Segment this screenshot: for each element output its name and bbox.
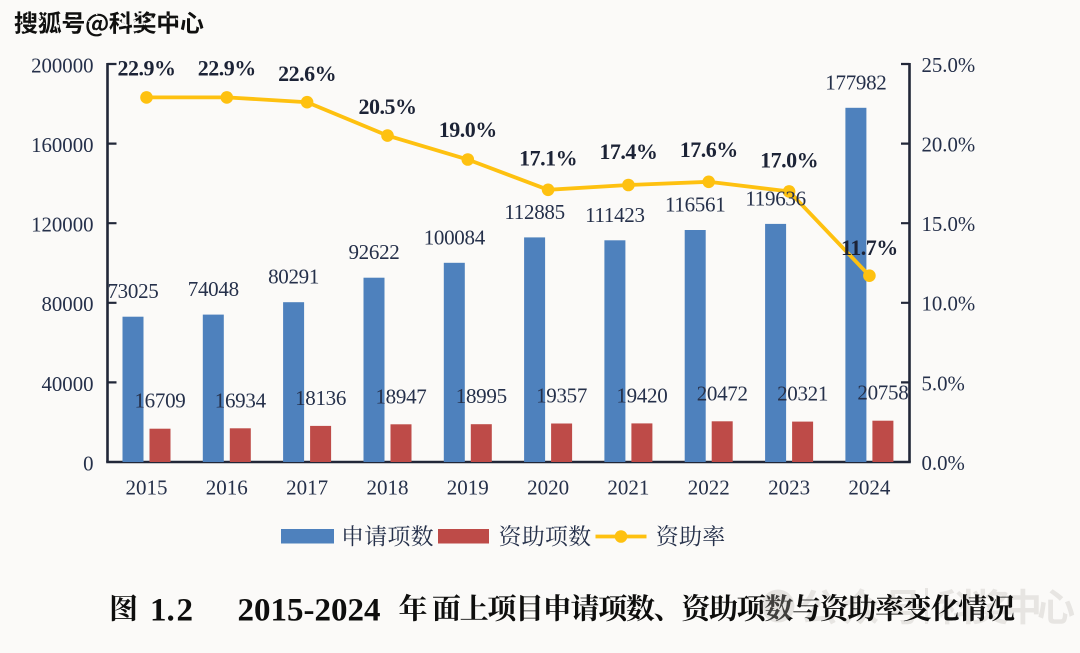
svg-text:2021: 2021 bbox=[607, 476, 649, 500]
svg-text:22.9%: 22.9% bbox=[198, 56, 256, 81]
svg-text:17.4%: 17.4% bbox=[599, 139, 657, 164]
svg-text:20.5%: 20.5% bbox=[359, 94, 417, 119]
svg-text:1.: 1. bbox=[150, 593, 175, 629]
svg-text:18136: 18136 bbox=[295, 386, 346, 410]
svg-text:20472: 20472 bbox=[697, 381, 748, 405]
svg-text:18947: 18947 bbox=[375, 384, 426, 408]
svg-text:25.0%: 25.0% bbox=[922, 54, 976, 77]
svg-text:100084: 100084 bbox=[424, 225, 486, 249]
svg-text:116561: 116561 bbox=[665, 193, 725, 217]
svg-text:20321: 20321 bbox=[777, 382, 828, 406]
svg-text:2020: 2020 bbox=[527, 476, 569, 500]
svg-text:200000: 200000 bbox=[31, 54, 93, 77]
svg-text:112885: 112885 bbox=[504, 200, 564, 224]
svg-text:2019: 2019 bbox=[447, 476, 489, 500]
svg-text:22.6%: 22.6% bbox=[278, 61, 336, 86]
svg-text:92622: 92622 bbox=[348, 240, 399, 264]
svg-text:10.0%: 10.0% bbox=[922, 293, 976, 316]
svg-text:2: 2 bbox=[177, 593, 194, 629]
svg-text:19420: 19420 bbox=[616, 383, 667, 407]
svg-text:2015-2024: 2015-2024 bbox=[238, 593, 381, 629]
svg-text:17.1%: 17.1% bbox=[519, 145, 577, 170]
svg-text:11.7%: 11.7% bbox=[841, 235, 898, 260]
svg-text:160000: 160000 bbox=[31, 134, 93, 157]
svg-text:5.0%: 5.0% bbox=[922, 372, 965, 395]
svg-text:80000: 80000 bbox=[42, 293, 94, 316]
svg-text:111423: 111423 bbox=[585, 203, 645, 227]
svg-text:15.0%: 15.0% bbox=[922, 213, 976, 236]
svg-text:80291: 80291 bbox=[268, 265, 319, 289]
svg-text:2024: 2024 bbox=[848, 476, 891, 500]
svg-text:2018: 2018 bbox=[367, 476, 409, 500]
svg-text:20.0%: 20.0% bbox=[922, 134, 976, 157]
svg-text:19357: 19357 bbox=[536, 384, 587, 408]
svg-text:40000: 40000 bbox=[42, 373, 94, 396]
svg-text:2023: 2023 bbox=[768, 476, 810, 500]
svg-text:0: 0 bbox=[83, 452, 93, 475]
svg-text:2016: 2016 bbox=[206, 476, 248, 500]
svg-text:20758: 20758 bbox=[857, 381, 908, 405]
svg-text:2015: 2015 bbox=[126, 476, 168, 500]
svg-text:73025: 73025 bbox=[107, 279, 158, 303]
svg-text:19.0%: 19.0% bbox=[439, 117, 497, 142]
svg-text:2022: 2022 bbox=[688, 476, 730, 500]
svg-text:18995: 18995 bbox=[456, 384, 507, 408]
svg-text:16934: 16934 bbox=[215, 388, 267, 412]
svg-text:74048: 74048 bbox=[188, 277, 239, 301]
svg-text:17.6%: 17.6% bbox=[680, 137, 738, 162]
svg-text:22.9%: 22.9% bbox=[118, 56, 176, 81]
svg-text:2017: 2017 bbox=[286, 476, 328, 500]
svg-text:177982: 177982 bbox=[825, 70, 886, 94]
svg-text:119636: 119636 bbox=[745, 186, 805, 210]
svg-text:17.0%: 17.0% bbox=[760, 148, 818, 173]
svg-text:120000: 120000 bbox=[31, 214, 93, 237]
svg-text:0.0%: 0.0% bbox=[922, 452, 965, 475]
svg-text:16709: 16709 bbox=[134, 389, 185, 413]
